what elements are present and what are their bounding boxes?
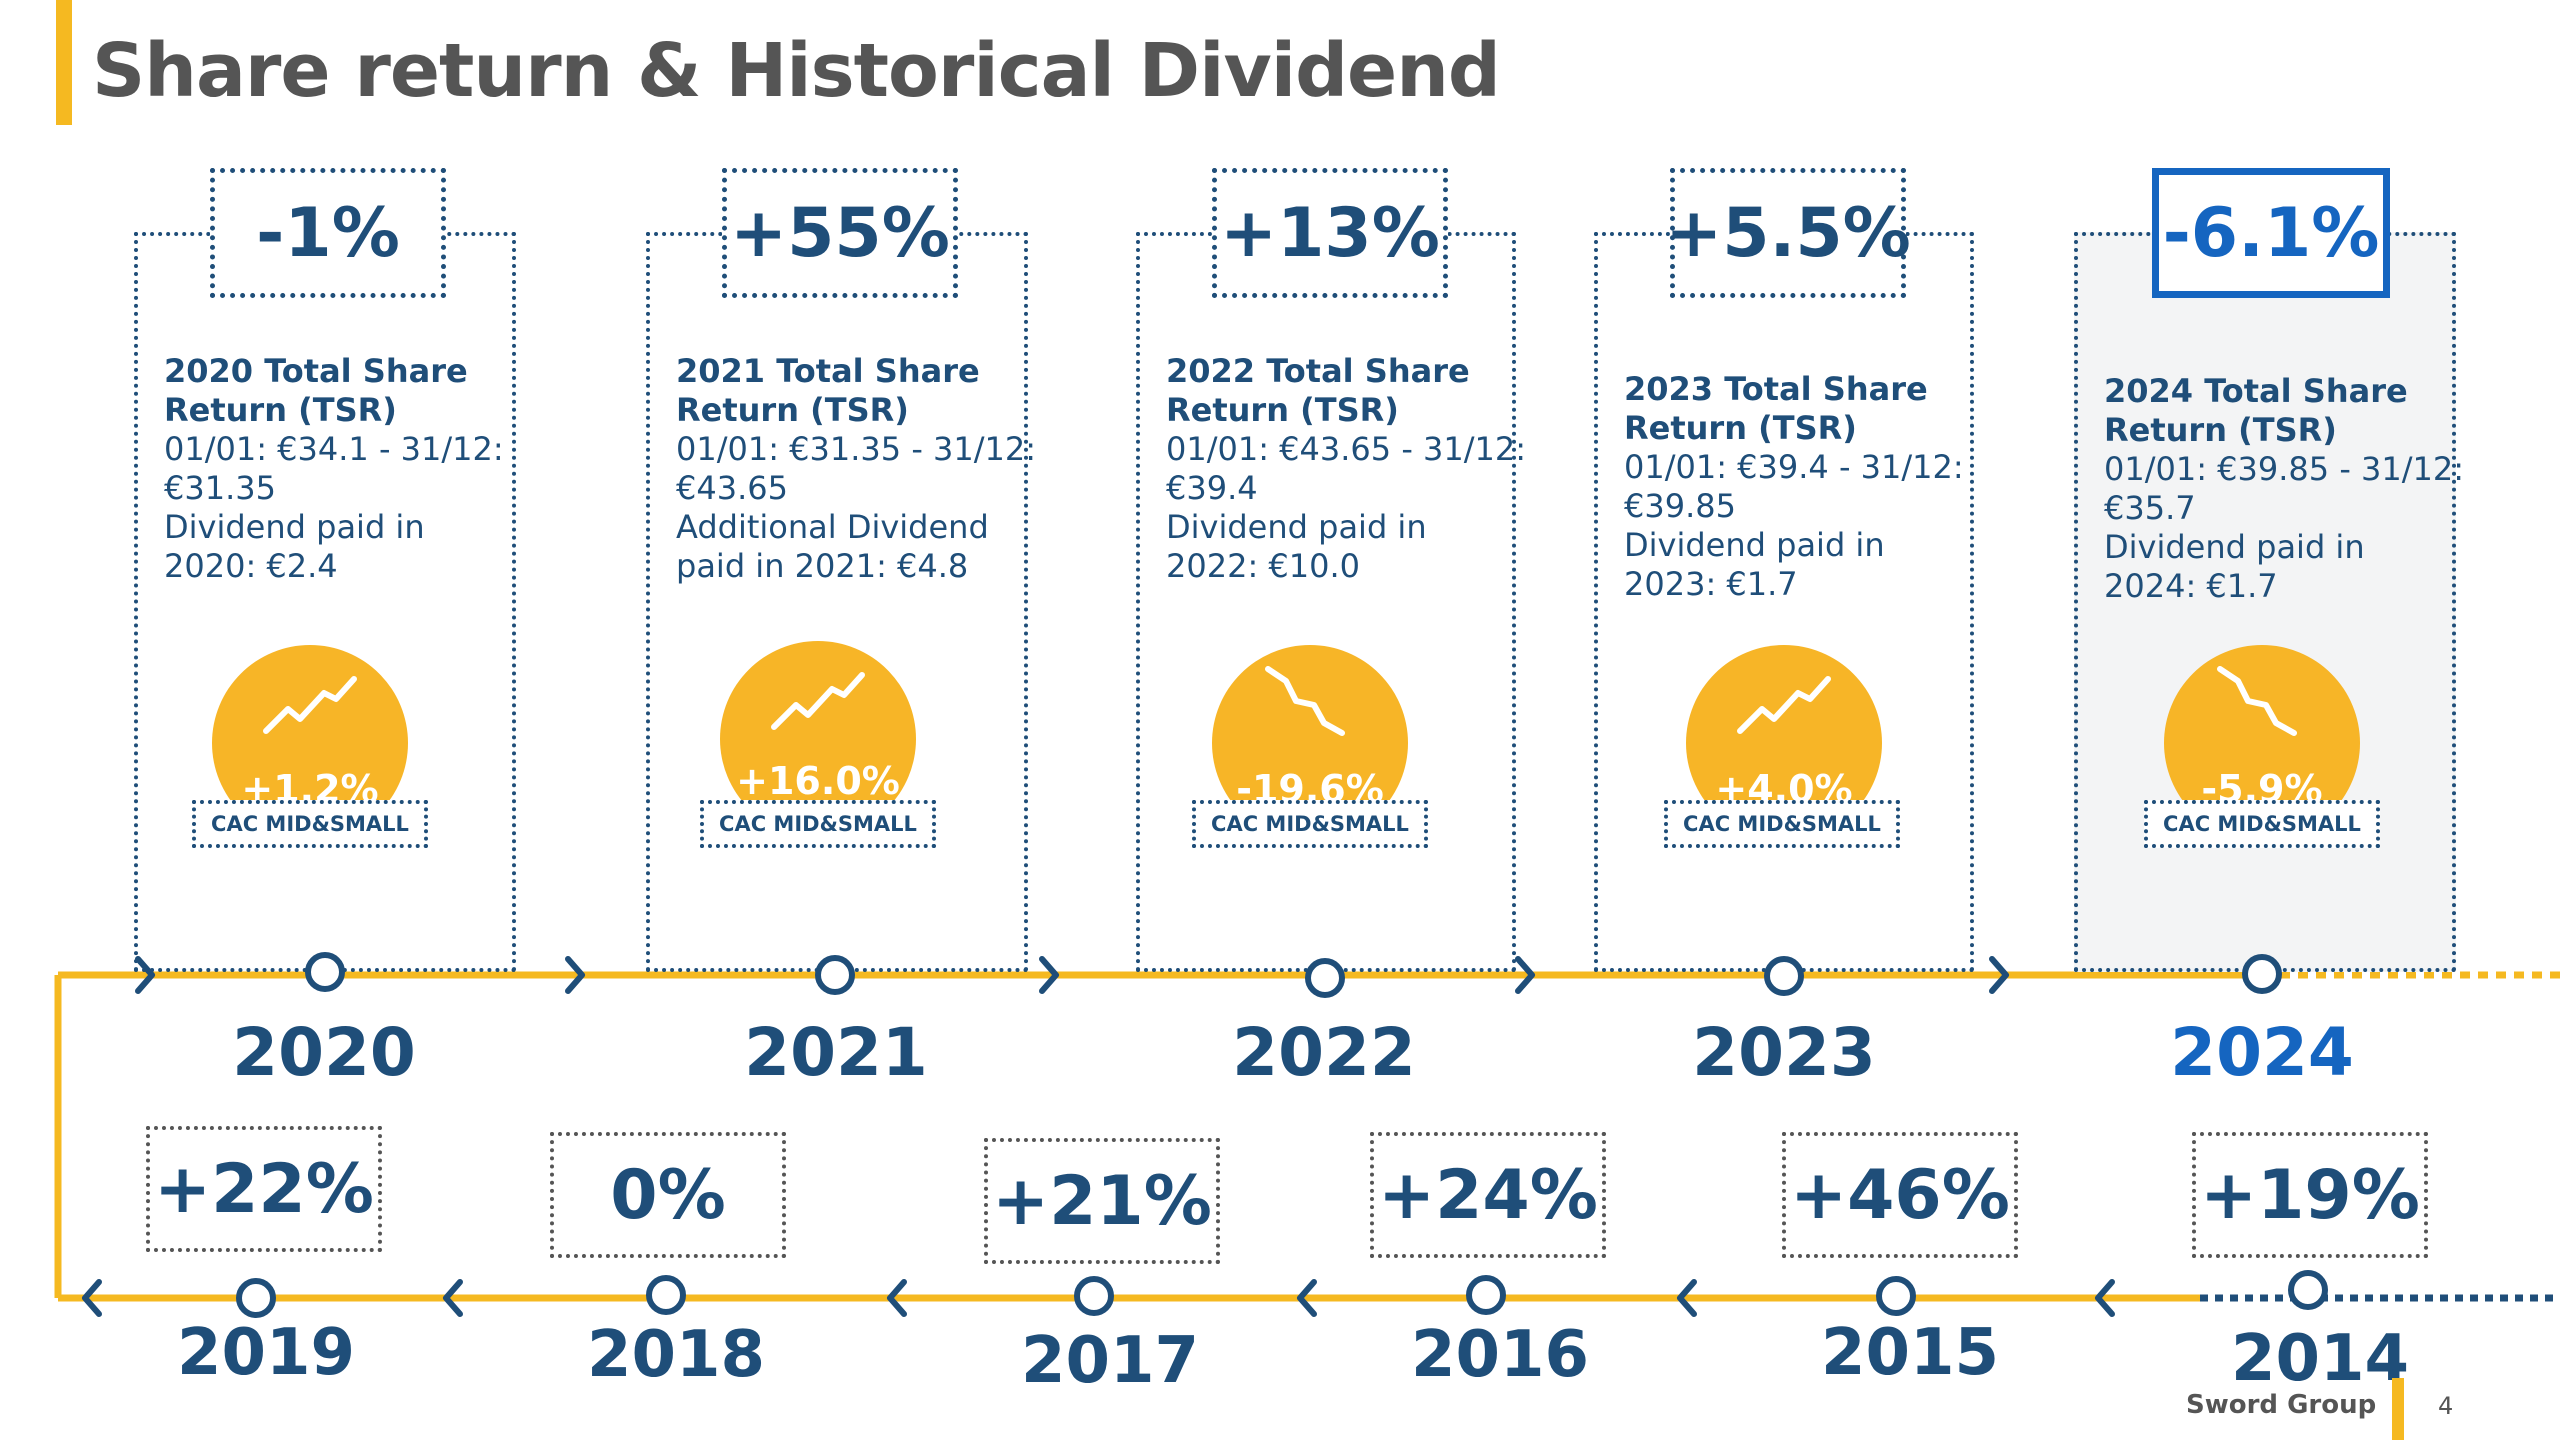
card-text-2021: 2021 Total Share Return (TSR) 01/01: €31…	[676, 352, 1036, 586]
timeline-node-2014	[2288, 1270, 2328, 1310]
year-label-2021: 2021	[744, 1014, 928, 1091]
card-text-2024: 2024 Total Share Return (TSR) 01/01: €39…	[2104, 372, 2464, 606]
year-label-2023: 2023	[1692, 1014, 1876, 1091]
year-label-2014: 2014	[2230, 1322, 2410, 1396]
card-body: 01/01: €39.4 - 31/12: €39.85 Dividend pa…	[1624, 448, 1964, 603]
card-heading: 2023 Total Share Return (TSR)	[1624, 370, 1928, 447]
cac-label-2023: CAC MID&SMALL	[1664, 800, 1900, 848]
card-text-2022: 2022 Total Share Return (TSR) 01/01: €43…	[1166, 352, 1526, 586]
footer-company: Sword Group	[2186, 1390, 2377, 1420]
trend-up-icon	[771, 672, 865, 730]
trend-up-icon	[1737, 676, 1831, 734]
title-accent-bar	[56, 0, 72, 125]
cac-label-2024: CAC MID&SMALL	[2144, 800, 2380, 848]
history-value-2015: +46%	[1782, 1132, 2018, 1258]
timeline-node-2021	[815, 955, 855, 995]
page-number: 4	[2438, 1392, 2454, 1420]
year-label-2015: 2015	[1820, 1316, 2000, 1390]
year-label-2022: 2022	[1232, 1014, 1416, 1091]
card-body: 01/01: €31.35 - 31/12: €43.65 Additional…	[676, 430, 1037, 585]
card-heading: 2020 Total Share Return (TSR)	[164, 352, 468, 429]
card-heading: 2024 Total Share Return (TSR)	[2104, 372, 2408, 449]
tsr-value-2022: +13%	[1212, 168, 1448, 298]
history-value-2017: +21%	[984, 1138, 1220, 1264]
year-label-2018: 2018	[586, 1318, 766, 1392]
trend-up-icon	[263, 676, 357, 734]
card-heading: 2022 Total Share Return (TSR)	[1166, 352, 1470, 429]
card-text-2023: 2023 Total Share Return (TSR) 01/01: €39…	[1624, 370, 1964, 604]
card-2024	[2074, 232, 2456, 972]
card-text-2020: 2020 Total Share Return (TSR) 01/01: €34…	[164, 352, 504, 586]
card-heading: 2021 Total Share Return (TSR)	[676, 352, 980, 429]
cac-label-2020: CAC MID&SMALL	[192, 800, 428, 848]
year-label-2020: 2020	[232, 1014, 416, 1091]
year-label-2017: 2017	[1020, 1324, 1200, 1398]
timeline-node-2022	[1305, 958, 1345, 998]
history-value-2019: +22%	[146, 1126, 382, 1252]
page-title: Share return & Historical Dividend	[92, 28, 1501, 114]
cac-label-2022: CAC MID&SMALL	[1192, 800, 1428, 848]
history-value-2018: 0%	[550, 1132, 786, 1258]
year-label-2016: 2016	[1410, 1318, 1590, 1392]
card-body: 01/01: €43.65 - 31/12: €39.4 Dividend pa…	[1166, 430, 1527, 585]
footer-accent-bar	[2392, 1378, 2404, 1440]
trend-down-icon	[1265, 666, 1345, 736]
timeline-node-2020	[305, 952, 345, 992]
cac-label-2021: CAC MID&SMALL	[700, 800, 936, 848]
timeline-node-2023	[1764, 956, 1804, 996]
timeline-node-2016	[1466, 1275, 1506, 1315]
trend-down-icon	[2217, 666, 2297, 736]
tsr-value-2023: +5.5%	[1665, 168, 1911, 298]
card-body: 01/01: €39.85 - 31/12: €35.7 Dividend pa…	[2104, 450, 2465, 605]
timeline-node-2018	[646, 1275, 686, 1315]
history-value-2014: +19%	[2192, 1132, 2428, 1258]
year-label-2024: 2024	[2170, 1014, 2354, 1091]
tsr-value-2021: +55%	[722, 168, 958, 298]
timeline-node-2015	[1876, 1276, 1916, 1316]
history-value-2016: +24%	[1370, 1132, 1606, 1258]
tsr-value-2024: -6.1%	[2152, 168, 2390, 298]
card-body: 01/01: €34.1 - 31/12: €31.35 Dividend pa…	[164, 430, 504, 585]
cac-value: +16.0%	[736, 759, 900, 803]
tsr-value-2020: -1%	[210, 168, 446, 298]
year-label-2019: 2019	[176, 1316, 356, 1390]
timeline-node-2017	[1074, 1276, 1114, 1316]
timeline-node-2019	[236, 1278, 276, 1318]
timeline-node-2024	[2242, 954, 2282, 994]
